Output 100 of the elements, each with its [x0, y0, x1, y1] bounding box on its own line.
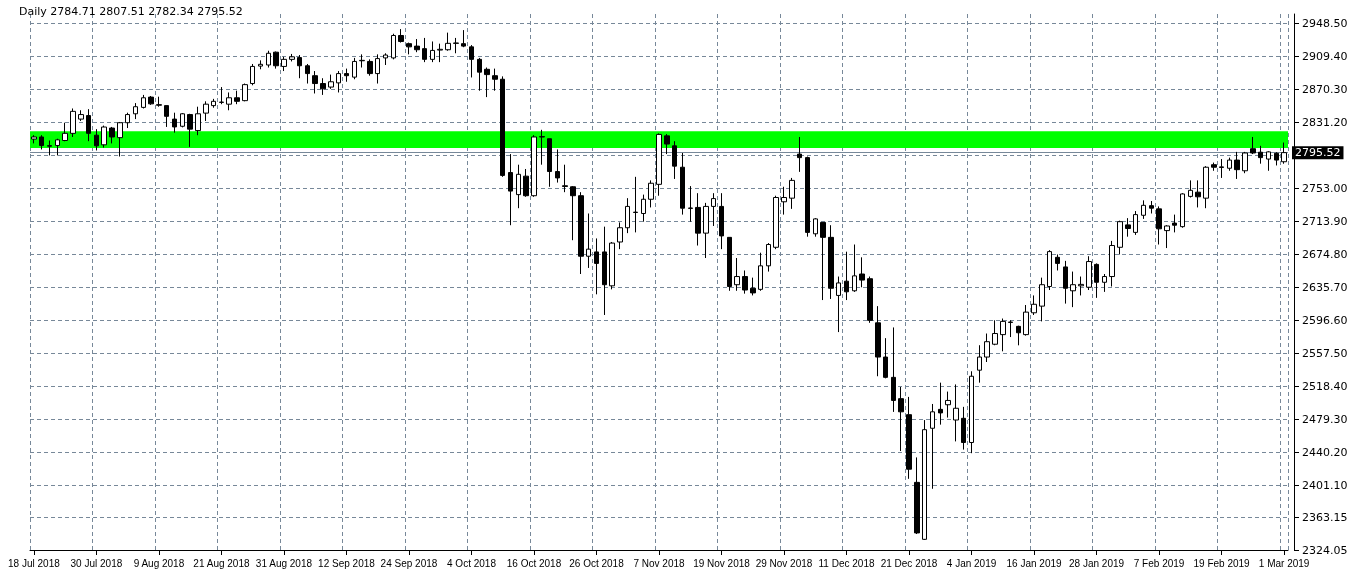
candlestick	[234, 90, 240, 105]
candlestick	[875, 305, 881, 377]
candlestick	[1133, 210, 1138, 236]
candlestick	[109, 126, 115, 144]
x-tick-label: 29 Nov 2018	[755, 557, 813, 569]
candlestick	[117, 121, 123, 158]
x-tick-label: 19 Feb 2019	[1193, 557, 1251, 569]
candlestick	[1242, 151, 1248, 174]
candlestick	[734, 257, 740, 292]
y-tick-label: 2909.40	[1302, 50, 1348, 64]
candlestick	[195, 106, 201, 136]
candlestick	[609, 241, 615, 290]
candlestick	[398, 28, 404, 44]
candlestick	[656, 132, 662, 197]
candlestick	[664, 133, 670, 155]
candlestick	[844, 251, 849, 301]
y-tick-label: 2440.20	[1302, 445, 1348, 459]
y-tick-label: 2635.70	[1302, 280, 1348, 294]
x-tick-label: 7 Feb 2019	[1133, 557, 1185, 569]
candlestick	[289, 53, 295, 62]
candlestick	[586, 213, 591, 269]
candlestick	[555, 148, 560, 184]
candlestick	[344, 68, 349, 83]
candlestick	[1109, 240, 1115, 287]
x-tick-label: 26 Oct 2018	[569, 557, 625, 569]
candlestick	[148, 95, 154, 106]
candlestick	[1000, 318, 1006, 352]
candlestick	[1141, 199, 1146, 220]
candlestick	[758, 252, 763, 292]
y-tick-label: 2674.80	[1302, 247, 1348, 261]
candlestick	[703, 202, 709, 259]
y-tick-label: 2948.50	[1302, 17, 1348, 31]
candlestick	[422, 37, 427, 63]
candlestick	[1250, 136, 1256, 155]
candlestick	[445, 32, 451, 52]
candlestick	[820, 221, 826, 301]
candlestick	[1055, 253, 1060, 271]
candlestick	[172, 112, 177, 134]
candlestick	[94, 128, 99, 151]
candlestick	[672, 140, 677, 180]
candlestick	[1125, 217, 1131, 238]
x-tick-label: 18 Jul 2018	[8, 557, 61, 569]
candlestick	[500, 75, 505, 178]
y-tick-label: 2479.30	[1302, 412, 1348, 426]
y-tick-label: 2831.20	[1302, 116, 1348, 130]
candlestick	[922, 419, 927, 541]
candlestick	[133, 102, 138, 120]
candlestick	[31, 134, 37, 144]
x-tick-label: 1 Mar 2019	[1258, 557, 1310, 569]
candlestick	[633, 176, 638, 233]
x-tick-label: 28 Jan 2019	[1069, 557, 1125, 569]
x-tick-label: 31 Aug 2018	[255, 557, 313, 569]
candlestick	[938, 382, 943, 426]
candlestick	[1078, 276, 1084, 296]
candlestick	[1203, 165, 1209, 209]
candlestick	[828, 224, 834, 300]
candlestick	[852, 244, 857, 293]
candlestick	[898, 386, 904, 452]
candlestick	[867, 276, 873, 324]
candlestick	[141, 94, 146, 109]
candlestick	[297, 54, 302, 79]
chart-title: Daily 2784.71 2807.51 2782.34 2795.52	[19, 5, 243, 18]
candlestick	[430, 40, 435, 63]
candlestick	[930, 403, 935, 490]
candlestick	[523, 168, 529, 198]
candlestick	[164, 105, 169, 128]
y-tick-label: 2713.90	[1302, 214, 1348, 228]
y-tick-label: 2870.30	[1302, 83, 1348, 97]
candlestick	[1070, 271, 1076, 308]
candlestick	[1227, 157, 1232, 172]
candlestick	[1219, 158, 1224, 179]
y-tick-label: 2324.05	[1302, 543, 1348, 557]
candlestick	[891, 326, 896, 413]
candlestick	[266, 50, 271, 69]
candlestick	[352, 57, 357, 80]
candlestick	[461, 29, 466, 48]
candlestick	[508, 153, 513, 226]
candlestick	[1195, 179, 1201, 208]
candlestick	[883, 337, 888, 379]
candlestick	[62, 122, 68, 142]
candlestick	[945, 391, 951, 419]
candlestick	[727, 236, 732, 292]
candlestick	[1188, 179, 1193, 198]
candlestick	[39, 134, 44, 150]
candlestick	[336, 70, 341, 93]
candlestick	[562, 164, 568, 193]
candlestick	[375, 53, 380, 85]
candlestick	[391, 33, 396, 60]
candlestick	[969, 370, 974, 454]
candlestick	[1008, 319, 1013, 338]
candlestick	[1164, 224, 1170, 249]
candlestick	[414, 38, 420, 53]
candlestick	[383, 52, 388, 66]
candlestick	[594, 237, 599, 295]
x-tick-label: 7 Nov 2018	[633, 557, 686, 569]
ref-line-label: 2795.52	[1295, 146, 1341, 160]
candlestick	[1117, 220, 1123, 255]
candlestick	[406, 42, 412, 55]
candlestick	[1258, 145, 1263, 165]
x-tick-label: 4 Jan 2019	[946, 557, 997, 569]
